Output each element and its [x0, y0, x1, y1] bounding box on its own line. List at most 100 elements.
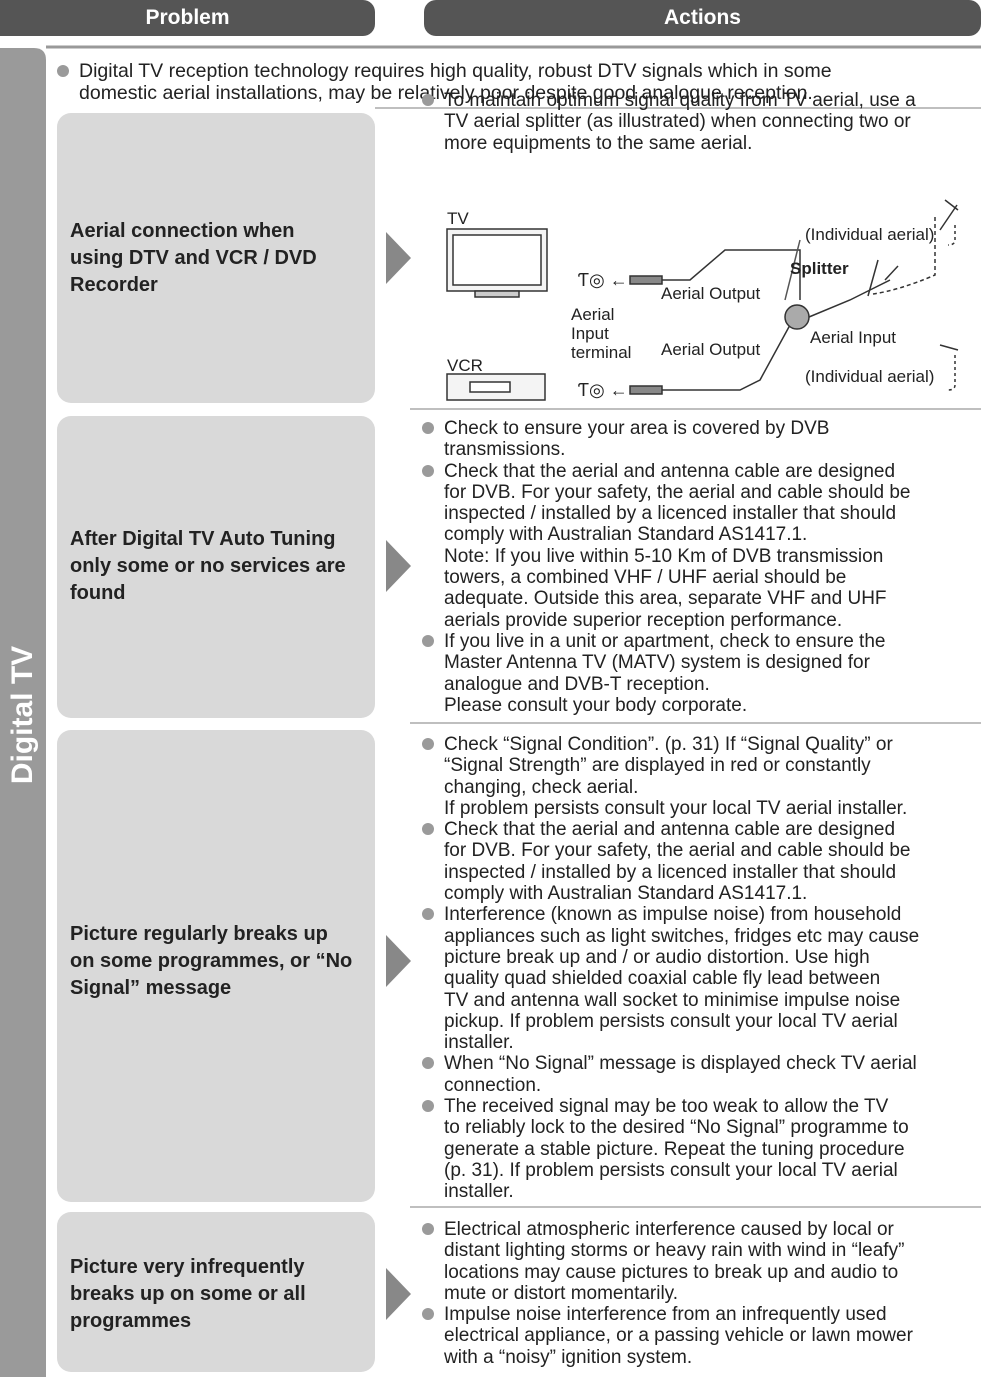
action-bullet-item: To maintain optimum signal quality from … [422, 90, 916, 154]
actions-text: To maintain optimum signal quality from … [422, 90, 916, 154]
action-line: Check that the aerial and antenna cable … [444, 460, 896, 482]
cable [662, 324, 791, 391]
action-line: transmissions. [444, 439, 566, 461]
action-line: with a “noisy” ignition system. [444, 1346, 693, 1368]
action-line: picture break up and / or audio distorti… [444, 946, 870, 968]
action-bullet-item: Check that the aerial and antenna cable … [422, 819, 919, 905]
actions-header: Actions [424, 0, 981, 36]
problem-line: breaks up on some or all [70, 1283, 306, 1305]
action-line: installer. [444, 1181, 514, 1203]
action-bullet-item: Check to ensure your area is covered by … [422, 418, 910, 461]
action-line: (p. 31). If problem persists consult you… [444, 1159, 898, 1181]
problem-line: Recorder [70, 274, 158, 296]
action-bullet-item: Impulse noise interference from an infre… [422, 1304, 913, 1368]
diagram-label: Aerial Output [661, 284, 760, 303]
action-line: comply with Australian Standard AS1417.1… [444, 883, 808, 905]
splitter-icon [784, 304, 810, 330]
action-line: If you live in a unit or apartment, chec… [444, 630, 886, 652]
action-line: connection. [444, 1074, 542, 1096]
problem-line: programmes [70, 1310, 192, 1332]
bullet [422, 823, 434, 836]
bullet [422, 1057, 434, 1070]
action-line: Check that the aerial and antenna cable … [444, 819, 896, 841]
problem-line: found [70, 582, 126, 604]
svg-text:Ƭ◎ ←: Ƭ◎ ← [578, 270, 628, 290]
problem-line: Aerial connection when [70, 220, 295, 242]
action-line: To maintain optimum signal quality from … [444, 90, 916, 111]
action-line: changing, check aerial. [444, 776, 639, 798]
action-bullet-item: The received signal may be too weak to a… [422, 1096, 919, 1203]
problem-text: Picture regularly breaks up on some progr… [70, 921, 352, 1002]
action-line: Electrical atmospheric interference caus… [444, 1219, 894, 1240]
action-bullet-item: Check that the aerial and antenna cable … [422, 460, 911, 631]
action-line: towers, a combined VHF / UHF aerial shou… [444, 567, 847, 589]
action-line: inspected / installed by a licenced inst… [444, 861, 897, 883]
diagram-label: terminal [571, 343, 631, 362]
action-line: for DVB. For your safety, the aerial and… [444, 840, 911, 862]
problem-line: Signal” message [70, 977, 232, 999]
bullet [57, 65, 69, 77]
action-line: aerials provide superior reception perfo… [444, 609, 843, 631]
action-line: locations may cause pictures to break up… [444, 1261, 899, 1283]
diagram-label: Splitter [790, 259, 849, 278]
intro-line: Digital TV reception technology requires… [79, 60, 832, 82]
action-bullet-item: When “No Signal” message is displayed ch… [422, 1053, 919, 1096]
cable [662, 249, 801, 300]
problem-line: only some or no services are [70, 555, 346, 577]
problem-line: Picture very infrequently [70, 1256, 305, 1278]
action-line: Interference (known as impulse noise) fr… [444, 904, 902, 926]
action-bullet-item: Check “Signal Condition”. (p. 31) If “Si… [422, 734, 919, 819]
problem-box [57, 113, 375, 403]
action-line: If problem persists consult your local T… [444, 797, 908, 819]
action-line: for DVB. For your safety, the aerial and… [444, 481, 911, 503]
bullet [422, 464, 434, 477]
problem-box [57, 1212, 375, 1372]
arrow [386, 232, 411, 284]
action-line: Impulse noise interference from an infre… [444, 1304, 887, 1326]
intro-line: domestic aerial installations, may be re… [79, 82, 813, 104]
problem-header: Problem [0, 0, 375, 36]
section-bar [0, 48, 46, 1377]
svg-text:Ƭ◎ ←: Ƭ◎ ← [578, 380, 628, 400]
actions-text: Check to ensure your area is covered by … [422, 418, 911, 716]
actions-text: Electrical atmospheric interference caus… [422, 1219, 913, 1368]
diagram-label: Input [571, 324, 609, 343]
bullet [422, 94, 434, 106]
action-line: pickup. If problem persists consult your… [444, 1010, 898, 1032]
bullet [422, 1100, 434, 1113]
action-line: to reliably lock to the desired “No Sign… [444, 1117, 909, 1139]
diagram-label: Aerial Output [661, 340, 760, 359]
problem-line: Picture regularly breaks up [70, 923, 328, 945]
action-line: more equipments to the same aerial. [444, 132, 753, 154]
arrow [386, 540, 411, 592]
action-line: quality quad shielded coaxial cable fly … [444, 968, 881, 990]
problem-text: Picture very infrequently breaks up on so… [70, 1254, 306, 1335]
action-line: TV aerial splitter (as illustrated) when… [444, 111, 911, 133]
problem-box [57, 730, 375, 1202]
action-line: appliances such as light switches, fridg… [444, 925, 920, 947]
diagram-label: Aerial [571, 305, 614, 324]
action-line: electrical appliance, or a passing vehic… [444, 1325, 913, 1347]
problem-text: Aerial connection when using DTV and VCR … [70, 218, 317, 299]
bullet [422, 908, 434, 921]
problem-line: using DTV and VCR / DVD [70, 247, 317, 269]
arrow [386, 935, 411, 987]
action-line: distant lighting storms or heavy rain wi… [444, 1240, 905, 1262]
action-line: Master Antenna TV (MATV) system is desig… [444, 652, 870, 674]
section-label: Digital TV [6, 645, 39, 785]
diagram-label: (Individual aerial) [805, 367, 934, 386]
bullet [422, 1308, 434, 1321]
bullet [422, 634, 434, 647]
action-line: Note: If you live within 5-10 Km of DVB … [444, 545, 884, 567]
arrow [386, 1268, 411, 1320]
action-line: When “No Signal” message is displayed ch… [444, 1053, 917, 1075]
bullet [422, 738, 434, 750]
action-line: TV and antenna wall socket to minimise i… [444, 989, 901, 1011]
diagram-label: VCR [447, 356, 483, 375]
action-line: adequate. Outside this area, separate VH… [444, 588, 887, 610]
vcr-icon [446, 373, 546, 401]
problem-line: After Digital TV Auto Tuning [70, 528, 336, 550]
